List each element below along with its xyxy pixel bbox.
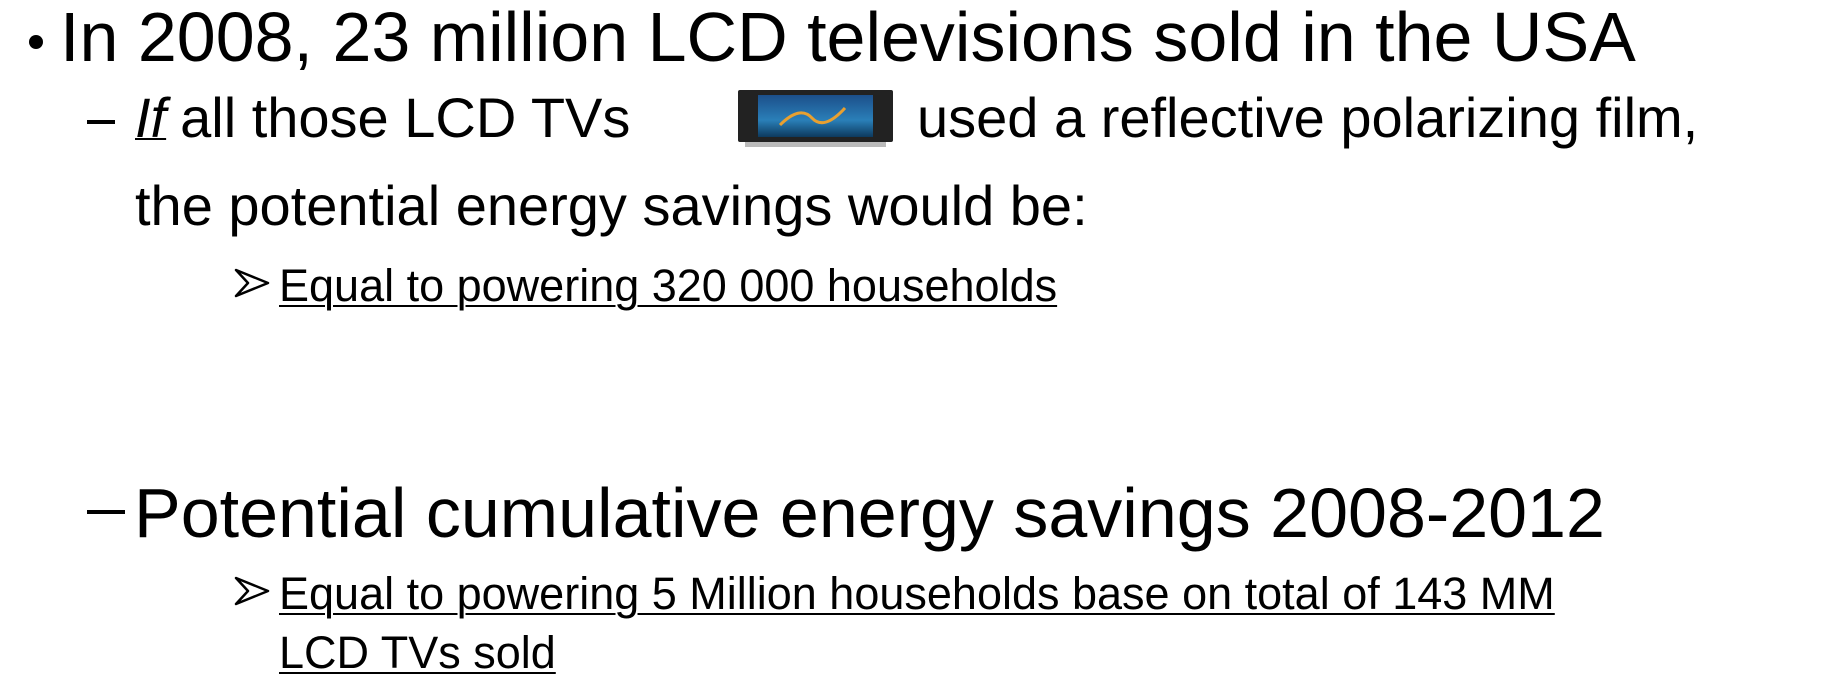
point-text: Equal to powering 5 Million households b… bbox=[279, 571, 1555, 616]
bullet-dot bbox=[29, 35, 43, 49]
point-text: LCD TVs sold bbox=[279, 630, 556, 675]
point-text: Equal to powering 320 000 households bbox=[279, 263, 1057, 308]
arrow-bullet bbox=[236, 270, 268, 296]
bullet-text: In 2008, 23 million LCD televisions sold… bbox=[60, 2, 1636, 72]
emphasis: If bbox=[135, 86, 166, 149]
dash bbox=[87, 120, 115, 124]
sub-bullet-text: the potential energy savings would be: bbox=[135, 178, 1088, 234]
tv-image bbox=[738, 90, 893, 147]
sub-bullet-text: Potential cumulative energy savings 2008… bbox=[134, 478, 1605, 548]
sub-bullet-text: used a reflective polarizing film, bbox=[917, 90, 1698, 146]
arrow-bullet bbox=[236, 578, 268, 604]
slide: In 2008, 23 million LCD televisions sold… bbox=[0, 0, 1824, 679]
text: all those LCD TVs bbox=[180, 86, 630, 149]
dash bbox=[87, 510, 125, 514]
